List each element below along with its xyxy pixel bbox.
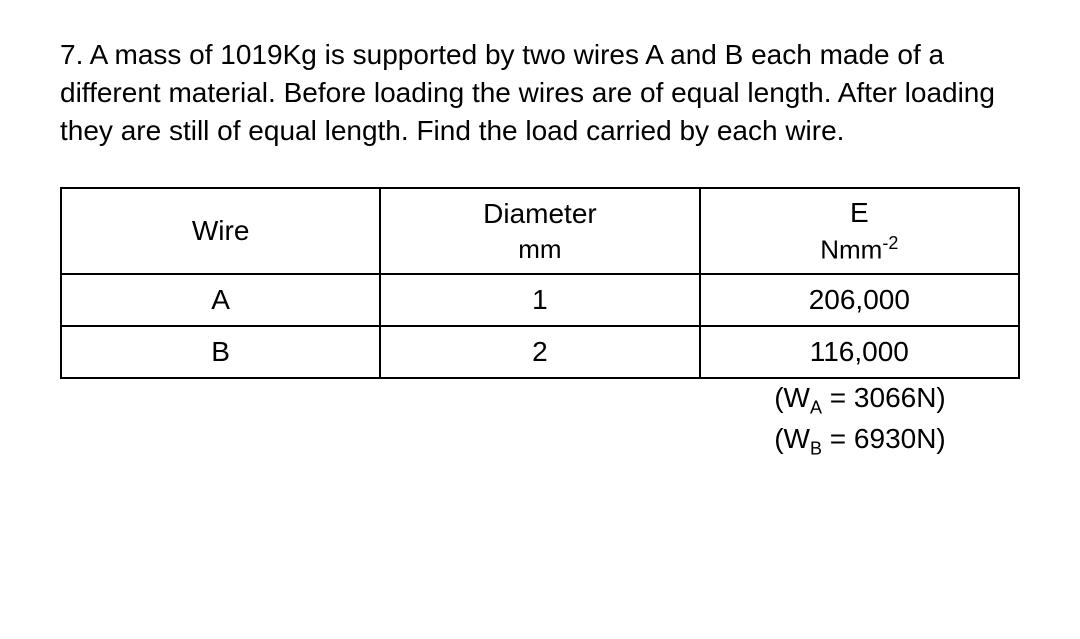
- answer-a: (WA = 3066N): [700, 379, 1020, 420]
- cell-diameter: 2: [380, 326, 699, 378]
- header-wire-label: Wire: [192, 215, 250, 246]
- answer-b-prefix: (W: [774, 423, 810, 454]
- header-modulus-label: E: [701, 195, 1018, 231]
- header-modulus-unit-prefix: Nmm: [820, 234, 882, 264]
- answer-b-sub: B: [810, 438, 822, 458]
- header-wire: Wire: [61, 188, 380, 274]
- data-table: Wire Diameter mm E Nmm-2 A 1 206,000 B 2…: [60, 187, 1020, 378]
- cell-diameter: 1: [380, 274, 699, 326]
- header-modulus-unit-sup: -2: [882, 233, 898, 253]
- cell-wire: B: [61, 326, 380, 378]
- answer-b: (WB = 6930N): [700, 420, 1020, 461]
- answer-a-prefix: (W: [774, 382, 810, 413]
- header-diameter-label: Diameter: [381, 196, 698, 232]
- question-number: 7.: [60, 39, 83, 70]
- question-body: A mass of 1019Kg is supported by two wir…: [60, 39, 995, 146]
- cell-modulus: 206,000: [700, 274, 1019, 326]
- header-diameter-unit: mm: [381, 233, 698, 267]
- answer-a-sub: A: [810, 397, 822, 417]
- answer-b-eq: =: [822, 423, 854, 454]
- answer-b-value: 6930N): [854, 423, 946, 454]
- cell-modulus: 116,000: [700, 326, 1019, 378]
- header-diameter: Diameter mm: [380, 188, 699, 274]
- table-row: A 1 206,000: [61, 274, 1019, 326]
- table-row: B 2 116,000: [61, 326, 1019, 378]
- cell-wire: A: [61, 274, 380, 326]
- table-header-row: Wire Diameter mm E Nmm-2: [61, 188, 1019, 274]
- answers: (WA = 3066N) (WB = 6930N): [700, 379, 1020, 461]
- header-modulus: E Nmm-2: [700, 188, 1019, 274]
- answer-a-value: 3066N): [854, 382, 946, 413]
- answers-wrap: (WA = 3066N) (WB = 6930N): [60, 379, 1020, 461]
- header-modulus-unit: Nmm-2: [701, 232, 1018, 267]
- answer-a-eq: =: [822, 382, 854, 413]
- question-text: 7. A mass of 1019Kg is supported by two …: [60, 36, 1020, 149]
